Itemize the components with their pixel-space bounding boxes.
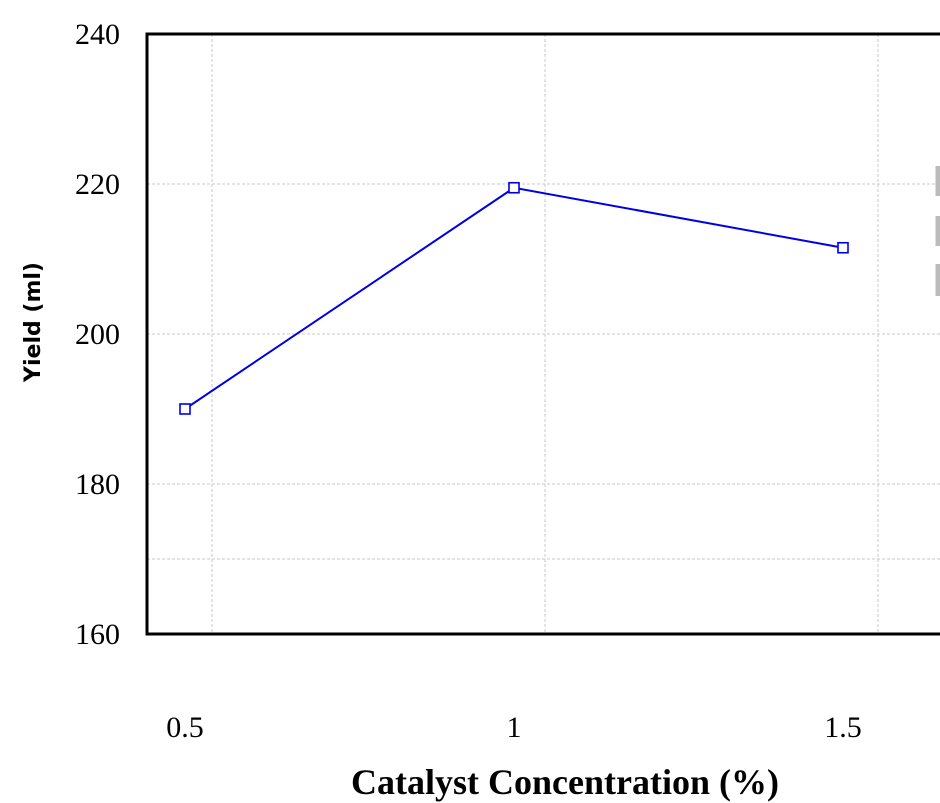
y-tick-label: 220 (75, 168, 120, 201)
plot-border (145, 32, 940, 636)
y-tick-label: 240 (75, 18, 120, 51)
x-tick-label: 0.5 (166, 711, 204, 744)
y-tick-label: 160 (75, 618, 120, 651)
data-point (837, 241, 849, 254)
x-tick-label: 1.5 (824, 711, 862, 744)
x-tick-label: 1 (507, 711, 522, 744)
series-line (184, 186, 844, 410)
series (179, 181, 849, 415)
grid (147, 34, 940, 634)
y-tick-label: 180 (75, 468, 120, 501)
plot-frame (145, 32, 940, 636)
y-tick-label: 200 (75, 318, 120, 351)
y-axis-ticks: 160 180 200 220 240 (75, 18, 120, 651)
data-point (508, 181, 520, 194)
y-axis-label: Yield (ml) (21, 262, 46, 383)
x-axis-ticks: 0.5 1 1.5 (166, 711, 862, 744)
data-point (179, 403, 191, 415)
x-axis-label: Catalyst Concentration (%) (351, 762, 779, 802)
